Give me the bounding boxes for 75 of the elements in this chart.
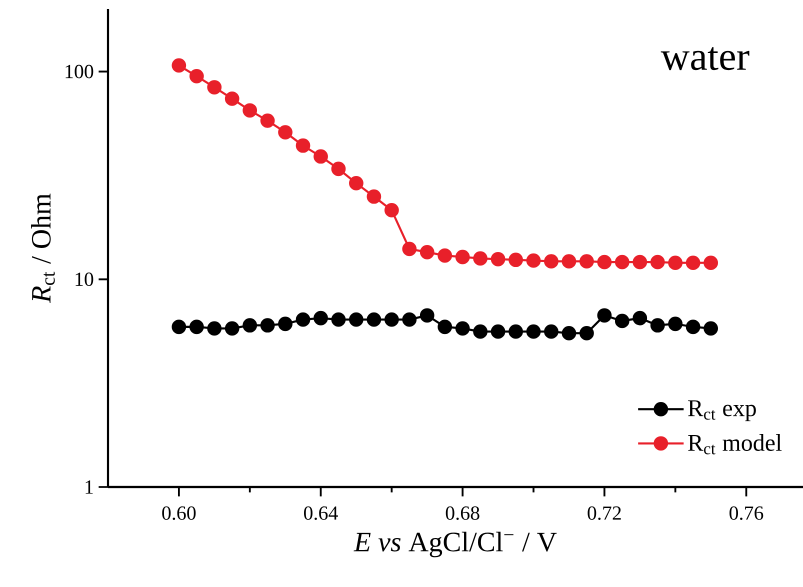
point: [296, 138, 310, 153]
point: [384, 312, 399, 327]
point: [455, 250, 470, 264]
point: [580, 326, 594, 340]
point: [704, 256, 718, 270]
point: [455, 321, 470, 336]
point: [224, 91, 240, 106]
point: [632, 254, 648, 270]
legend-label: R$_{ct}$ exp: [688, 400, 756, 422]
point: [366, 312, 382, 327]
point: [296, 312, 310, 327]
point: [490, 252, 506, 266]
x-tick-label: 0.64: [304, 506, 338, 520]
x-axis-title: E vs AgCl/Cl$^{−}$ / V: [354, 532, 557, 558]
point: [331, 162, 346, 176]
point: [544, 254, 558, 269]
x-tick-label: 0.68: [446, 506, 480, 520]
point: [438, 320, 452, 334]
point: [580, 254, 594, 269]
point: [508, 324, 523, 339]
point: [260, 113, 275, 128]
point: [260, 318, 275, 333]
point: [366, 189, 382, 204]
x-tick-label: 0.76: [730, 506, 764, 520]
point: [224, 321, 240, 336]
point: [686, 256, 700, 270]
point: [473, 324, 488, 339]
point: [473, 251, 488, 266]
point: [402, 242, 417, 256]
point: [597, 308, 612, 323]
point: [172, 58, 186, 73]
point: [668, 316, 683, 332]
point: [349, 312, 364, 327]
point: [490, 324, 506, 339]
point: [614, 254, 630, 270]
point: [562, 254, 576, 269]
point: [314, 310, 328, 326]
point: [172, 320, 186, 334]
point: [614, 314, 630, 328]
x-tick-label: 0.60: [162, 506, 196, 520]
point: [420, 244, 434, 260]
point: [508, 252, 523, 268]
point: [207, 321, 222, 336]
point: [526, 324, 541, 339]
point: [686, 320, 700, 334]
point: [314, 149, 328, 164]
point: [650, 254, 665, 270]
legend-label: R$_{ct}$ model: [688, 434, 782, 454]
point: [668, 256, 683, 270]
point: [189, 68, 204, 84]
x-tick-label: 0.72: [588, 506, 621, 520]
point: [349, 176, 364, 190]
point: [438, 248, 452, 263]
point: [242, 103, 258, 118]
annotation: water: [660, 47, 750, 70]
point: [189, 320, 204, 334]
point: [242, 318, 258, 333]
point: [597, 254, 612, 270]
point: [278, 316, 293, 332]
point: [331, 312, 346, 327]
point: [384, 203, 399, 218]
y-tick-label: 10: [76, 272, 94, 286]
point: [526, 253, 541, 268]
point: [632, 310, 648, 326]
point: [207, 80, 222, 94]
y-tick-label: 100: [66, 64, 94, 78]
point: [650, 318, 665, 333]
point: [278, 125, 293, 140]
point: [420, 308, 434, 323]
point: [562, 326, 576, 340]
point: [704, 321, 718, 336]
point: [544, 324, 558, 339]
point: [402, 312, 417, 327]
y-tick-label: 1: [86, 480, 93, 494]
y-axis-title: R$_{ct}$ / Ohm: [31, 194, 55, 303]
